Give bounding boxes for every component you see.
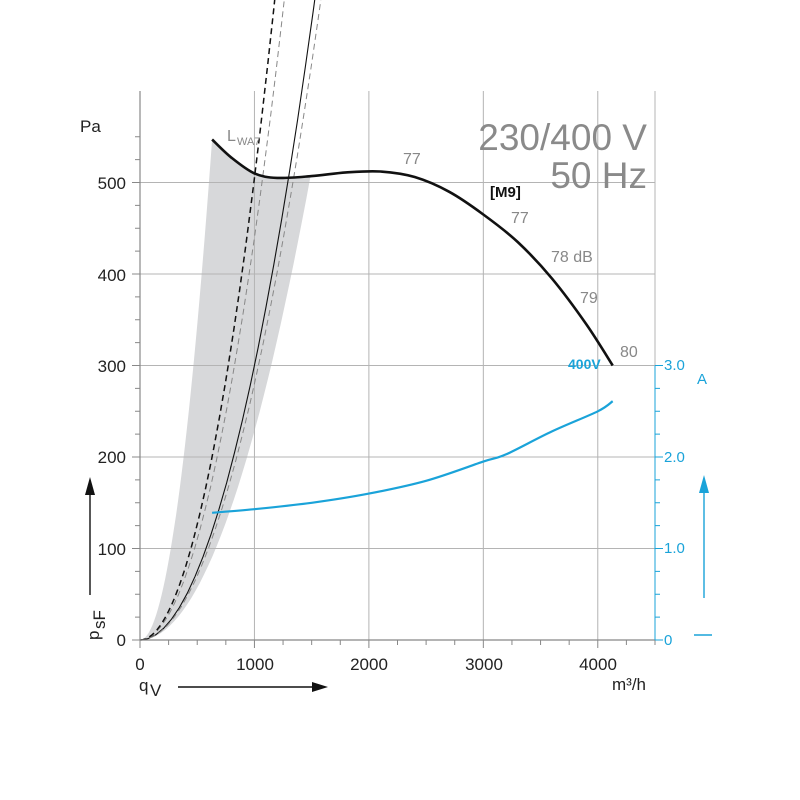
operating-area — [140, 139, 311, 640]
y2-tick-label: 0 — [664, 632, 672, 649]
lwa-label-main: L — [227, 128, 236, 145]
y2-arrow — [699, 475, 709, 598]
y-tick-label: 200 — [98, 448, 126, 467]
x-arrow — [178, 682, 328, 692]
y-axis-title-main: p — [84, 631, 103, 640]
y-tick-label: 400 — [98, 266, 126, 285]
y2-unit-label: A — [697, 371, 707, 388]
current-curve-line — [212, 400, 614, 514]
x-tick-label: 4000 — [579, 655, 617, 674]
fan-curve-line — [211, 138, 614, 367]
model-label: [M9] — [490, 184, 521, 201]
x-axis-title: q V — [139, 676, 162, 700]
sound-level-label: 77 — [511, 210, 529, 227]
x-tick-label: 0 — [135, 655, 144, 674]
x-tick-label: 3000 — [465, 655, 503, 674]
x-tick-labels: 0 1000 2000 3000 4000 — [135, 655, 617, 674]
y-tick-label: 0 — [117, 631, 126, 650]
sound-level-label: 80 — [620, 344, 638, 361]
y-arrow — [85, 477, 95, 595]
lwa-label: L WA7 — [227, 128, 260, 148]
x-axis-title-sub: V — [150, 681, 162, 700]
x-tick-label: 1000 — [236, 655, 274, 674]
x-tick-label: 2000 — [350, 655, 388, 674]
operating-area-shade — [140, 139, 311, 640]
y2-tick-label: 3.0 — [664, 357, 685, 374]
frequency-title: 50 Hz — [550, 155, 647, 196]
system-curves — [139, 0, 322, 641]
y-tick-label: 500 — [98, 174, 126, 193]
system-curve — [139, 0, 316, 641]
y-tick-label: 300 — [98, 357, 126, 376]
x-axis-title-main: q — [139, 676, 148, 695]
system-curve — [139, 0, 276, 641]
voltage-title: 230/400 V — [478, 117, 647, 158]
y-axis-title-sub: sF — [90, 610, 109, 629]
current-series-label: 400V — [568, 356, 601, 372]
sound-level-label: 77 — [403, 151, 421, 168]
x-unit-label: m³/h — [612, 675, 646, 694]
axes — [132, 91, 663, 648]
y2-tick-label: 2.0 — [664, 449, 685, 466]
sound-level-label: 79 — [580, 290, 598, 307]
y2-tick-label: 1.0 — [664, 540, 685, 557]
system-curve — [139, 0, 285, 641]
y-tick-labels: 0 100 200 300 400 500 — [98, 174, 126, 650]
sound-level-label: 78 dB — [551, 249, 593, 266]
y2-tick-labels: 0 1.0 2.0 3.0 — [664, 357, 685, 649]
lwa-label-sub: WA7 — [237, 136, 260, 148]
y-tick-label: 100 — [98, 540, 126, 559]
y-axis-title: p sF — [84, 610, 109, 640]
y-unit-label: Pa — [80, 117, 101, 136]
series — [211, 138, 614, 514]
